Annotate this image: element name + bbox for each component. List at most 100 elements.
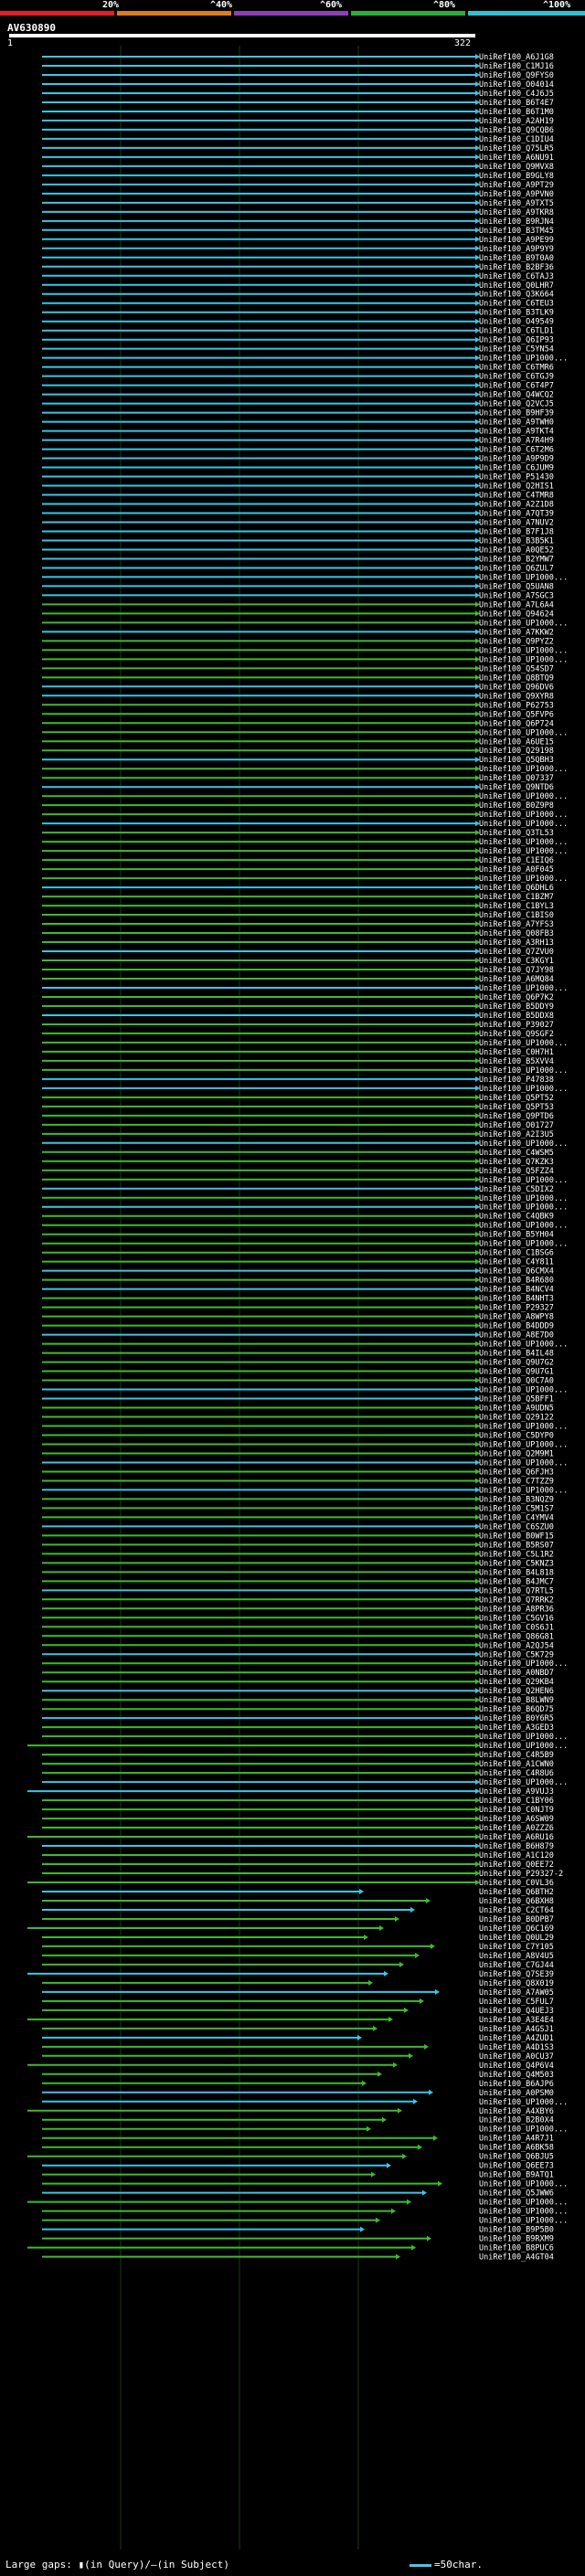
hit-label[interactable]: UniRef100_A7YFS3 bbox=[479, 920, 554, 929]
hit-label[interactable]: UniRef100_B4L818 bbox=[479, 1568, 554, 1577]
hit-label[interactable]: UniRef100_A4D1S3 bbox=[479, 2043, 554, 2052]
hit-label[interactable]: UniRef100_UP1000... bbox=[479, 1085, 568, 1094]
hit-label[interactable]: UniRef100_C4R8U6 bbox=[479, 1769, 554, 1778]
hit-label[interactable]: UniRef100_UP1000... bbox=[479, 1659, 568, 1669]
hit-label[interactable]: UniRef100_A0NBD7 bbox=[479, 1669, 554, 1678]
hit-label[interactable]: UniRef100_UP1000... bbox=[479, 355, 568, 364]
hit-label[interactable]: UniRef100_C4R5B9 bbox=[479, 1751, 554, 1760]
hit-label[interactable]: UniRef100_A6NU91 bbox=[479, 154, 554, 163]
hit-label[interactable]: UniRef100_C6TEU3 bbox=[479, 300, 554, 309]
hit-label[interactable]: UniRef100_A3GED3 bbox=[479, 1723, 554, 1733]
hit-label[interactable]: UniRef100_C4WSM5 bbox=[479, 1149, 554, 1158]
hit-label[interactable]: UniRef100_Q0UL29 bbox=[479, 1934, 554, 1943]
hit-label[interactable]: UniRef100_A6MQ84 bbox=[479, 975, 554, 984]
hit-label[interactable]: UniRef100_Q96DV6 bbox=[479, 683, 554, 692]
hit-label[interactable]: UniRef100_A8WPY8 bbox=[479, 1313, 554, 1322]
hit-label[interactable]: UniRef100_C1DIU4 bbox=[479, 135, 554, 144]
hit-label[interactable]: UniRef100_A0QE52 bbox=[479, 546, 554, 555]
hit-label[interactable]: UniRef100_UP1000... bbox=[479, 838, 568, 847]
hit-label[interactable]: UniRef100_A9UDN5 bbox=[479, 1405, 554, 1414]
hit-label[interactable]: UniRef100_Q9PTD6 bbox=[479, 1112, 554, 1121]
hit-label[interactable]: UniRef100_UP1000... bbox=[479, 1440, 568, 1449]
hit-label[interactable]: UniRef100_C3KGY1 bbox=[479, 957, 554, 966]
hit-label[interactable]: UniRef100_A9PE99 bbox=[479, 236, 554, 245]
hit-label[interactable]: UniRef100_Q29198 bbox=[479, 747, 554, 756]
hit-label[interactable]: UniRef100_UP1000... bbox=[479, 2125, 568, 2135]
hit-label[interactable]: UniRef100_P39027 bbox=[479, 1021, 554, 1030]
hit-label[interactable]: UniRef100_C4Y811 bbox=[479, 1258, 554, 1267]
hit-label[interactable]: UniRef100_UP1000... bbox=[479, 875, 568, 884]
hit-label[interactable]: UniRef100_P47838 bbox=[479, 1076, 554, 1085]
hit-label[interactable]: UniRef100_A6SW09 bbox=[479, 1815, 554, 1824]
hit-label[interactable]: UniRef100_B5YH04 bbox=[479, 1231, 554, 1240]
hit-label[interactable]: UniRef100_Q7RRK2 bbox=[479, 1595, 554, 1605]
hit-label[interactable]: UniRef100_O49549 bbox=[479, 318, 554, 327]
hit-label[interactable]: UniRef100_B5DDY9 bbox=[479, 1002, 554, 1012]
hit-label[interactable]: UniRef100_Q29122 bbox=[479, 1414, 554, 1423]
hit-label[interactable]: UniRef100_B4NHT3 bbox=[479, 1295, 554, 1304]
hit-label[interactable]: UniRef100_A4XBY6 bbox=[479, 2107, 554, 2116]
hit-label[interactable]: UniRef100_C5K729 bbox=[479, 1650, 554, 1659]
hit-label[interactable]: UniRef100_Q94624 bbox=[479, 610, 554, 619]
hit-label[interactable]: UniRef100_A3RH13 bbox=[479, 938, 554, 948]
hit-label[interactable]: UniRef100_Q4UEJ3 bbox=[479, 2007, 554, 2016]
hit-label[interactable]: UniRef100_UP1000... bbox=[479, 1341, 568, 1350]
hit-label[interactable]: UniRef100_Q5BFF1 bbox=[479, 1395, 554, 1405]
hit-label[interactable]: UniRef100_A2Z1D8 bbox=[479, 501, 554, 510]
hit-label[interactable]: UniRef100_Q29KB4 bbox=[479, 1678, 554, 1687]
hit-label[interactable]: UniRef100_C6JUM9 bbox=[479, 464, 554, 473]
hit-label[interactable]: UniRef100_C0H7H1 bbox=[479, 1048, 554, 1057]
hit-label[interactable]: UniRef100_A7QT39 bbox=[479, 510, 554, 519]
hit-label[interactable]: UniRef100_C0S6J1 bbox=[479, 1623, 554, 1632]
hit-label[interactable]: UniRef100_C5DIX2 bbox=[479, 1185, 554, 1194]
hit-label[interactable]: UniRef100_C4TMR8 bbox=[479, 492, 554, 501]
hit-label[interactable]: UniRef100_Q6C169 bbox=[479, 1924, 554, 1934]
hit-label[interactable]: UniRef100_Q9SGF2 bbox=[479, 1030, 554, 1039]
hit-label[interactable]: UniRef100_C5KNZ3 bbox=[479, 1559, 554, 1568]
hit-label[interactable]: UniRef100_Q4P6V4 bbox=[479, 2062, 554, 2071]
hit-label[interactable]: UniRef100_C1EIQ6 bbox=[479, 856, 554, 865]
hit-label[interactable]: UniRef100_B8LWN9 bbox=[479, 1696, 554, 1705]
hit-label[interactable]: UniRef100_Q9FYS0 bbox=[479, 71, 554, 80]
hit-label[interactable]: UniRef100_UP1000... bbox=[479, 1486, 568, 1495]
hit-label[interactable]: UniRef100_C1BZM7 bbox=[479, 893, 554, 902]
hit-label[interactable]: UniRef100_B2B0X4 bbox=[479, 2116, 554, 2125]
hit-label[interactable]: UniRef100_Q0LHR7 bbox=[479, 281, 554, 291]
hit-label[interactable]: UniRef100_P29327-2 bbox=[479, 1870, 563, 1879]
hit-label[interactable]: UniRef100_A7AW05 bbox=[479, 1988, 554, 1998]
hit-label[interactable]: UniRef100_C2CT64 bbox=[479, 1906, 554, 1915]
hit-label[interactable]: UniRef100_C6TGJ9 bbox=[479, 373, 554, 382]
hit-label[interactable]: UniRef100_UP1000... bbox=[479, 1458, 568, 1468]
hit-label[interactable]: UniRef100_A2I3U5 bbox=[479, 1130, 554, 1140]
hit-label[interactable]: UniRef100_Q4M503 bbox=[479, 2071, 554, 2080]
hit-label[interactable]: UniRef100_A7KKW2 bbox=[479, 628, 554, 637]
hit-label[interactable]: UniRef100_UP1000... bbox=[479, 1386, 568, 1395]
hit-label[interactable]: UniRef100_C1BY06 bbox=[479, 1797, 554, 1806]
hit-label[interactable]: UniRef100_A4GT04 bbox=[479, 2253, 554, 2263]
hit-label[interactable]: UniRef100_C4QBK9 bbox=[479, 1213, 554, 1222]
hit-label[interactable]: UniRef100_A9TKT4 bbox=[479, 428, 554, 437]
hit-label[interactable]: UniRef100_C6SZU0 bbox=[479, 1522, 554, 1532]
hit-label[interactable]: UniRef100_Q2VCJ5 bbox=[479, 400, 554, 409]
hit-label[interactable]: UniRef100_C6T2M6 bbox=[479, 446, 554, 455]
hit-label[interactable]: UniRef100_A0F045 bbox=[479, 865, 554, 875]
hit-label[interactable]: UniRef100_B4DDD9 bbox=[479, 1322, 554, 1331]
hit-label[interactable]: UniRef100_A6J1G8 bbox=[479, 53, 554, 62]
hit-label[interactable]: UniRef100_UP1000... bbox=[479, 2199, 568, 2208]
hit-label[interactable]: UniRef100_UP1000... bbox=[479, 728, 568, 737]
hit-label[interactable]: UniRef100_A7L6A4 bbox=[479, 600, 554, 610]
hit-label[interactable]: UniRef100_A8PR36 bbox=[479, 1605, 554, 1614]
hit-label[interactable]: UniRef100_Q86G81 bbox=[479, 1632, 554, 1641]
hit-label[interactable]: UniRef100_C6TAJ3 bbox=[479, 272, 554, 281]
hit-label[interactable]: UniRef100_UP1000... bbox=[479, 1203, 568, 1213]
hit-label[interactable]: UniRef100_UP1000... bbox=[479, 655, 568, 664]
hit-label[interactable]: UniRef100_O04014 bbox=[479, 80, 554, 90]
hit-label[interactable]: UniRef100_Q5UAN8 bbox=[479, 582, 554, 591]
hit-label[interactable]: UniRef100_Q7ZVU0 bbox=[479, 948, 554, 957]
hit-label[interactable]: UniRef100_C6TMR6 bbox=[479, 364, 554, 373]
hit-label[interactable]: UniRef100_C4J6J5 bbox=[479, 90, 554, 99]
hit-label[interactable]: UniRef100_Q4WCQ2 bbox=[479, 391, 554, 400]
hit-label[interactable]: UniRef100_Q6EE73 bbox=[479, 2162, 554, 2171]
hit-label[interactable]: UniRef100_C1BIS0 bbox=[479, 911, 554, 920]
hit-label[interactable]: UniRef100_C7GJ44 bbox=[479, 1961, 554, 1970]
